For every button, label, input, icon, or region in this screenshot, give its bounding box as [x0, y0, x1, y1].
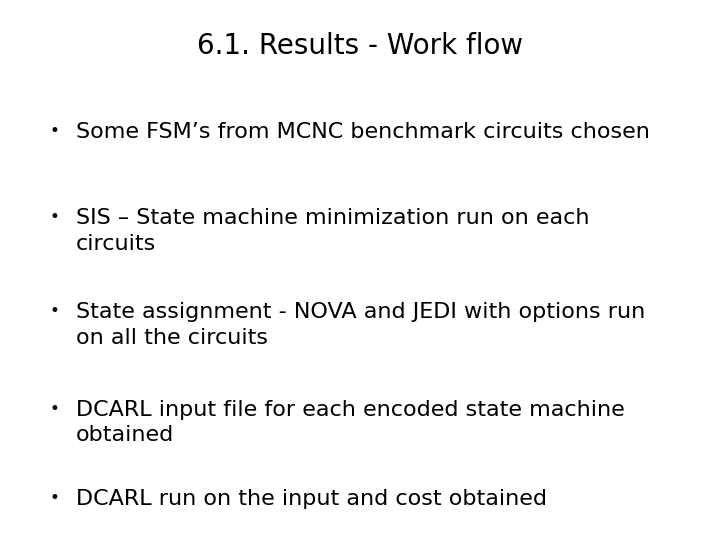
Text: SIS – State machine minimization run on each
circuits: SIS – State machine minimization run on … — [76, 208, 589, 253]
Text: DCARL run on the input and cost obtained: DCARL run on the input and cost obtained — [76, 489, 546, 509]
Text: Some FSM’s from MCNC benchmark circuits chosen: Some FSM’s from MCNC benchmark circuits … — [76, 122, 649, 141]
Text: •: • — [49, 302, 59, 320]
Text: State assignment - NOVA and JEDI with options run
on all the circuits: State assignment - NOVA and JEDI with op… — [76, 302, 645, 348]
Text: •: • — [49, 208, 59, 226]
Text: •: • — [49, 489, 59, 507]
Text: 6.1. Results - Work flow: 6.1. Results - Work flow — [197, 32, 523, 60]
Text: •: • — [49, 122, 59, 139]
Text: •: • — [49, 400, 59, 417]
Text: DCARL input file for each encoded state machine
obtained: DCARL input file for each encoded state … — [76, 400, 624, 445]
